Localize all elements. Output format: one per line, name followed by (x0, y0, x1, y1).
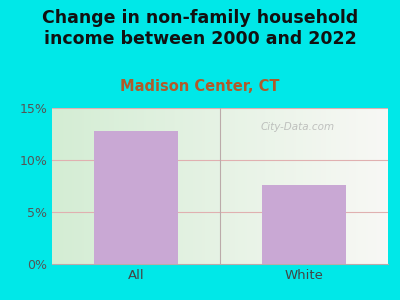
Text: Change in non-family household
income between 2000 and 2022: Change in non-family household income be… (42, 9, 358, 49)
Text: Madison Center, CT: Madison Center, CT (120, 80, 280, 94)
Bar (94, 131, 178, 264)
Text: City-Data.com: City-Data.com (260, 122, 334, 132)
Bar (262, 185, 346, 264)
